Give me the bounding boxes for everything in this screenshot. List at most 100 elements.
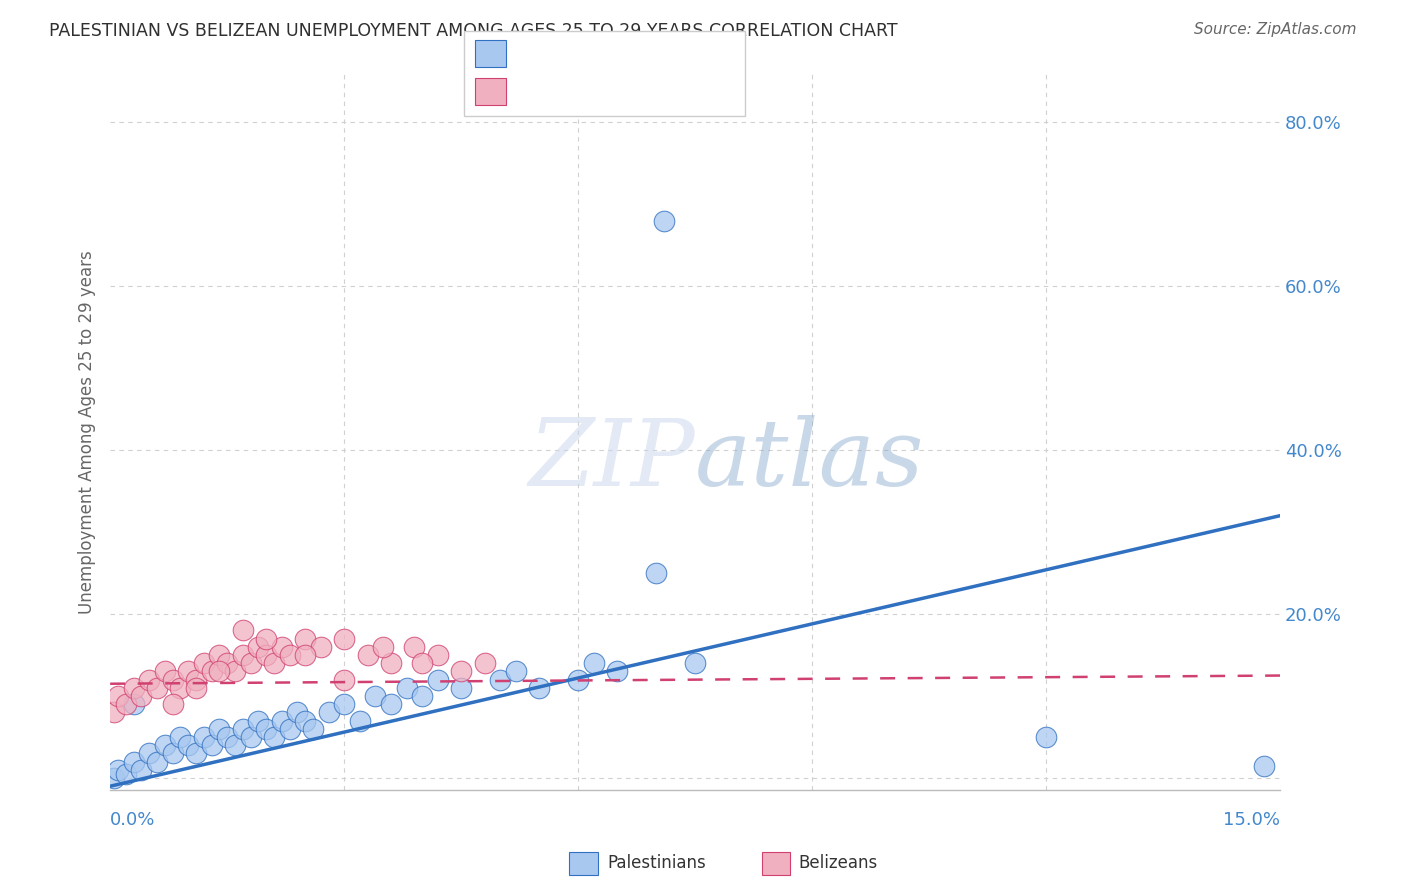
- Point: [193, 657, 215, 671]
- Text: PALESTINIAN VS BELIZEAN UNEMPLOYMENT AMONG AGES 25 TO 29 YEARS CORRELATION CHART: PALESTINIAN VS BELIZEAN UNEMPLOYMENT AMO…: [49, 22, 898, 40]
- Point: [1035, 730, 1057, 744]
- Point: [645, 566, 668, 580]
- Point: [146, 681, 169, 695]
- Point: [169, 730, 191, 744]
- Point: [683, 657, 706, 671]
- Point: [333, 673, 356, 687]
- Point: [131, 689, 153, 703]
- Point: [138, 673, 160, 687]
- Point: [193, 730, 215, 744]
- Point: [208, 648, 231, 662]
- Point: [278, 722, 301, 736]
- Point: [606, 665, 628, 679]
- Point: [162, 698, 184, 712]
- Point: [270, 640, 292, 654]
- Point: [404, 640, 426, 654]
- Point: [380, 698, 402, 712]
- Point: [450, 665, 472, 679]
- Point: [254, 722, 277, 736]
- Point: [122, 755, 145, 769]
- Point: [380, 657, 402, 671]
- Point: [263, 657, 285, 671]
- Point: [247, 640, 270, 654]
- Point: [232, 624, 254, 638]
- Point: [426, 648, 449, 662]
- Text: R = 0.031   N = 42: R = 0.031 N = 42: [516, 83, 700, 101]
- Point: [162, 747, 184, 761]
- Point: [131, 763, 153, 777]
- Point: [103, 771, 125, 785]
- Y-axis label: Unemployment Among Ages 25 to 29 years: Unemployment Among Ages 25 to 29 years: [79, 250, 96, 614]
- Point: [318, 706, 340, 720]
- Point: [450, 681, 472, 695]
- Point: [208, 722, 231, 736]
- Text: R = 0.474   N = 48: R = 0.474 N = 48: [516, 45, 700, 62]
- Point: [153, 665, 176, 679]
- Text: Source: ZipAtlas.com: Source: ZipAtlas.com: [1194, 22, 1357, 37]
- Point: [138, 747, 160, 761]
- Point: [489, 673, 512, 687]
- Point: [582, 657, 605, 671]
- Text: 0.0%: 0.0%: [110, 811, 156, 829]
- Point: [169, 681, 191, 695]
- Point: [371, 640, 394, 654]
- Point: [527, 681, 550, 695]
- Point: [208, 665, 231, 679]
- Point: [294, 632, 316, 646]
- Point: [395, 681, 418, 695]
- Point: [162, 673, 184, 687]
- Point: [294, 714, 316, 728]
- Point: [103, 706, 125, 720]
- Point: [184, 673, 207, 687]
- Point: [411, 657, 433, 671]
- Point: [247, 714, 270, 728]
- Point: [254, 632, 277, 646]
- Point: [356, 648, 378, 662]
- Point: [153, 738, 176, 752]
- Point: [411, 689, 433, 703]
- Point: [114, 698, 136, 712]
- Text: atlas: atlas: [695, 416, 925, 506]
- Point: [474, 657, 496, 671]
- Point: [309, 640, 332, 654]
- Point: [232, 722, 254, 736]
- Point: [217, 730, 239, 744]
- Point: [364, 689, 387, 703]
- Point: [122, 698, 145, 712]
- Point: [652, 213, 675, 227]
- Point: [239, 657, 262, 671]
- Point: [302, 722, 325, 736]
- Point: [232, 648, 254, 662]
- Point: [333, 632, 356, 646]
- Point: [224, 665, 246, 679]
- Point: [224, 738, 246, 752]
- Point: [177, 738, 200, 752]
- Point: [1253, 758, 1275, 772]
- Point: [146, 755, 169, 769]
- Text: ZIP: ZIP: [529, 416, 695, 506]
- Point: [263, 730, 285, 744]
- Point: [184, 681, 207, 695]
- Point: [505, 665, 527, 679]
- Point: [270, 714, 292, 728]
- Text: Palestinians: Palestinians: [607, 855, 706, 872]
- Point: [122, 681, 145, 695]
- Point: [217, 657, 239, 671]
- Point: [114, 767, 136, 781]
- Point: [567, 673, 589, 687]
- Text: Belizeans: Belizeans: [799, 855, 877, 872]
- Point: [200, 665, 222, 679]
- Point: [294, 648, 316, 662]
- Point: [200, 738, 222, 752]
- Point: [285, 706, 308, 720]
- Point: [254, 648, 277, 662]
- Point: [349, 714, 371, 728]
- Point: [333, 698, 356, 712]
- Text: 15.0%: 15.0%: [1223, 811, 1279, 829]
- Point: [177, 665, 200, 679]
- Point: [278, 648, 301, 662]
- Point: [184, 747, 207, 761]
- Point: [239, 730, 262, 744]
- Point: [107, 689, 129, 703]
- Point: [426, 673, 449, 687]
